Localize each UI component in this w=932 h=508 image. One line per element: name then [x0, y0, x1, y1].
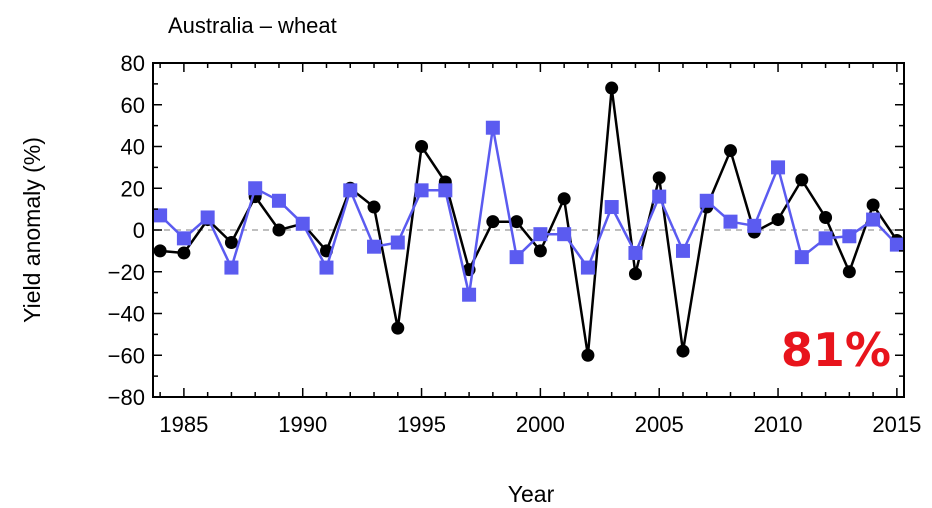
data-point-square	[866, 212, 881, 227]
chart-title: Australia – wheat	[168, 13, 337, 38]
data-point-square	[248, 181, 263, 196]
data-point-square	[533, 227, 548, 242]
data-point-circle	[533, 244, 547, 258]
data-point-circle	[367, 200, 381, 214]
x-tick-label: 1990	[278, 412, 327, 437]
data-point-square	[390, 235, 405, 250]
data-point-square	[580, 260, 595, 275]
data-point-circle	[486, 215, 500, 229]
data-point-square	[271, 193, 286, 208]
y-tick-label: −80	[108, 385, 145, 410]
data-point-circle	[628, 267, 642, 281]
y-tick-label: −40	[108, 302, 145, 327]
data-point-square	[224, 260, 239, 275]
y-tick-label: 60	[121, 93, 145, 118]
series-black-circles	[153, 81, 904, 362]
data-point-square	[200, 210, 215, 225]
data-point-square	[652, 189, 667, 204]
data-point-circle	[510, 215, 524, 229]
data-point-square	[509, 250, 524, 265]
x-tick-label: 2005	[635, 412, 684, 437]
data-point-square	[747, 218, 762, 233]
data-point-square	[485, 120, 500, 135]
data-point-square	[675, 243, 690, 258]
data-point-square	[176, 231, 191, 246]
y-tick-label: 20	[121, 176, 145, 201]
data-point-circle	[771, 213, 785, 227]
series-blue-squares	[153, 120, 904, 302]
series-line	[159, 86, 898, 357]
data-point-circle	[819, 210, 833, 224]
data-point-square	[295, 216, 310, 231]
data-point-circle	[153, 244, 167, 258]
x-tick-label: 1995	[397, 412, 446, 437]
data-point-square	[889, 237, 904, 252]
data-point-square	[771, 160, 786, 175]
x-tick-label: 1985	[159, 412, 208, 437]
data-point-square	[438, 183, 453, 198]
x-tick-label: 2010	[754, 412, 803, 437]
x-tick-label: 2000	[516, 412, 565, 437]
data-point-circle	[724, 144, 738, 158]
percentage-badge: 81%	[781, 323, 891, 377]
data-point-circle	[415, 140, 429, 153]
data-point-square	[367, 239, 382, 254]
data-point-square	[604, 200, 619, 215]
y-axis-title: Yield anomaly (%)	[19, 137, 45, 323]
data-point-circle	[605, 81, 619, 95]
data-point-square	[343, 183, 358, 198]
data-point-circle	[795, 173, 809, 187]
data-point-circle	[866, 198, 880, 212]
y-tick-label: −20	[108, 260, 145, 285]
data-point-circle	[177, 246, 191, 260]
data-point-square	[462, 287, 477, 302]
data-point-circle	[652, 171, 666, 185]
data-point-circle	[224, 236, 238, 250]
y-tick-label: 0	[133, 218, 145, 243]
data-point-square	[557, 227, 572, 242]
y-tick-label: 80	[121, 51, 145, 76]
tick-layer: 80 60 40 20 0 −20 −40 −60 −80 1985 1990 1995 2000 200…	[108, 51, 922, 437]
data-point-circle	[391, 321, 405, 335]
data-point-square	[818, 231, 833, 246]
x-axis-title: Year	[508, 481, 555, 507]
series-layer	[153, 81, 904, 362]
data-point-square	[794, 250, 809, 265]
data-point-square	[723, 214, 738, 229]
data-point-square	[153, 208, 168, 223]
y-tick-label: 40	[121, 135, 145, 160]
data-point-square	[414, 183, 429, 198]
x-tick-label: 2015	[872, 412, 921, 437]
data-point-circle	[272, 223, 286, 237]
data-point-square	[319, 260, 334, 275]
data-point-square	[699, 193, 714, 208]
y-tick-label: −60	[108, 343, 145, 368]
data-point-circle	[842, 265, 856, 279]
data-point-square	[628, 245, 643, 260]
data-point-circle	[557, 192, 571, 206]
series-line	[159, 126, 898, 296]
data-point-square	[842, 229, 857, 244]
data-point-circle	[581, 348, 595, 362]
data-point-circle	[676, 344, 690, 358]
